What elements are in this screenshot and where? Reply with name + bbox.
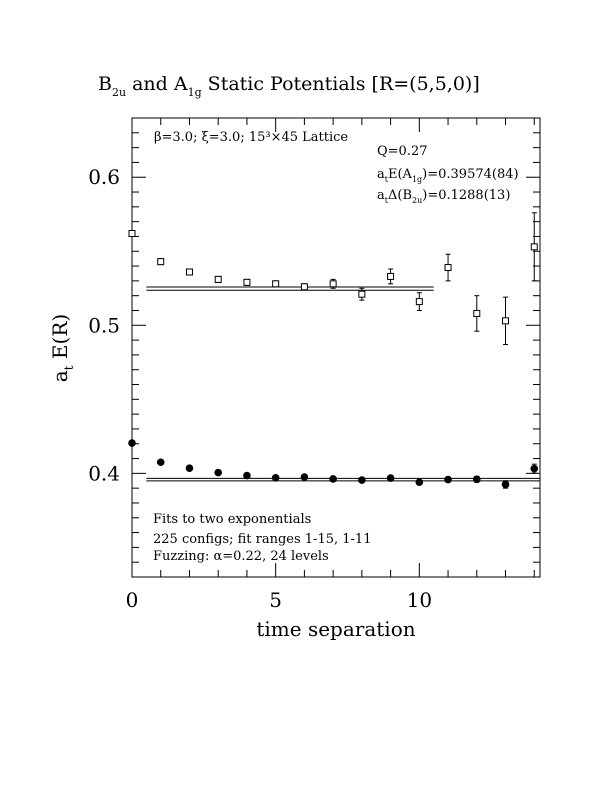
data-point-circle [530, 464, 539, 473]
data-point-square [329, 280, 337, 288]
chart-title: B2u and A1g Static Potentials [R=(5,5,0)… [98, 73, 480, 99]
data-point-circle [358, 476, 366, 484]
data-point-circle [128, 439, 136, 447]
annotation-configs: 225 configs; fit ranges 1-15, 1-11 [153, 532, 371, 547]
axis-tick-labels: 0 5 10 0.4 0.5 0.6 [88, 165, 432, 612]
data-point-circle [501, 480, 510, 489]
axis-ticks [131, 118, 540, 577]
annotation-delta: atΔ(B2u)=0.1288(13) [377, 188, 510, 205]
annotation-fits: Fits to two exponentials [153, 512, 311, 527]
data-point-square [387, 272, 395, 280]
fit-bands [146, 286, 540, 482]
data-point-square [473, 309, 481, 317]
data-point-circle [300, 473, 309, 481]
data-point-circle [271, 473, 280, 482]
data-point-square [358, 290, 366, 298]
x-axis-label: time separation [256, 617, 415, 641]
data-point-circle [415, 478, 424, 487]
data-point-circle [156, 458, 165, 467]
data-point-square [214, 275, 222, 283]
x-tick-label: 10 [407, 588, 432, 612]
data-point-circle [472, 475, 481, 484]
data-point-square [300, 283, 308, 291]
annotation-energy: atE(A1g)=0.39574(84) [377, 167, 519, 184]
data-point-circle [444, 475, 452, 484]
y-tick-label: 0.6 [88, 165, 120, 189]
y-axis-label: at E(R) [48, 314, 76, 382]
data-point-square [157, 258, 165, 266]
data-point-square [128, 229, 136, 237]
data-point-circle [214, 468, 222, 477]
data-point-square [444, 264, 452, 272]
data-point-square [530, 243, 538, 251]
y-tick-label: 0.5 [88, 313, 120, 337]
data-point-circle [329, 475, 337, 483]
x-tick-label: 0 [126, 588, 139, 612]
data-point-square [502, 317, 510, 325]
data-point-square [185, 268, 193, 276]
data-point-circle [243, 471, 251, 480]
data-point-square [415, 298, 423, 306]
data-point-circle [185, 464, 194, 472]
plot-frame [131, 117, 541, 578]
x-tick-label: 5 [269, 588, 282, 612]
data-point-square [272, 280, 280, 288]
data-point-circle [386, 474, 395, 482]
annotation-fuzzing: Fuzzing: α=0.22, 24 levels [153, 549, 329, 564]
data-points [128, 212, 539, 489]
y-tick-label: 0.4 [88, 461, 120, 485]
annotation-q: Q=0.27 [377, 144, 428, 159]
data-point-square [243, 278, 251, 286]
annotation-lattice: β=3.0; ξ=3.0; 15³×45 Lattice [154, 130, 348, 145]
